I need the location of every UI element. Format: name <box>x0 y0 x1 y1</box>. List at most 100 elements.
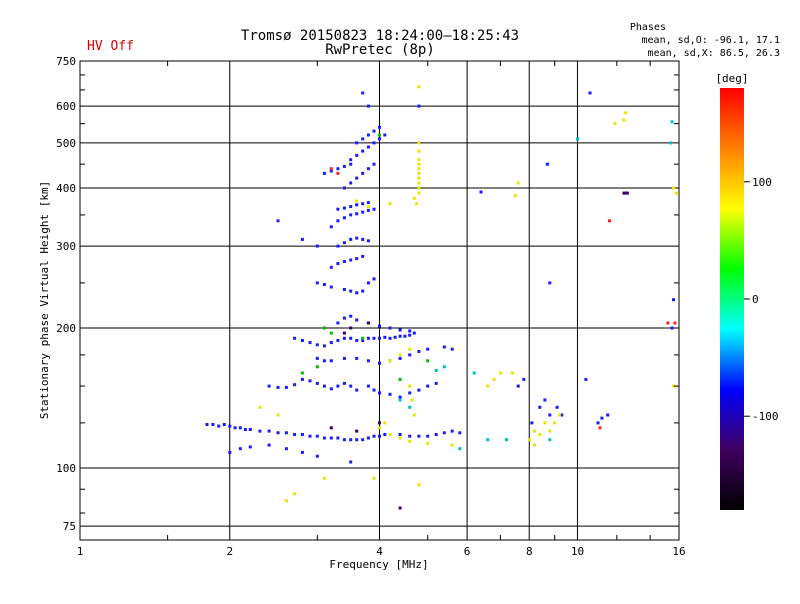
echo-point <box>398 436 402 440</box>
echo-point <box>248 445 252 449</box>
echo-point <box>450 443 454 447</box>
chart-subtitle: RwPretec (8p) <box>325 42 435 58</box>
echo-point <box>608 219 611 223</box>
echo-point <box>366 104 370 108</box>
echo-point <box>336 244 340 248</box>
echo-point <box>361 210 365 214</box>
echo-point <box>557 413 561 417</box>
echo-point <box>388 359 392 363</box>
echo-point <box>555 405 559 409</box>
echo-point <box>355 257 359 261</box>
echo-point <box>548 438 552 442</box>
echo-point <box>408 391 412 395</box>
hv-status-label: HV Off <box>87 39 134 54</box>
echo-point <box>417 149 421 153</box>
echo-point <box>300 371 304 375</box>
echo-point <box>349 162 353 166</box>
echo-point <box>417 176 421 180</box>
echo-point <box>293 383 297 387</box>
echo-point <box>361 202 365 206</box>
echo-point <box>329 167 333 171</box>
echo-point <box>588 91 592 95</box>
echo-point <box>398 433 402 436</box>
echo-point <box>336 384 340 388</box>
echo-point <box>315 343 319 347</box>
echo-point <box>293 433 297 436</box>
echo-point <box>398 377 402 381</box>
echo-point <box>398 353 402 357</box>
echo-point <box>417 141 421 145</box>
echo-point <box>434 381 438 385</box>
echo-point <box>434 433 438 436</box>
echo-point <box>342 164 346 168</box>
echo-point <box>276 219 280 223</box>
echo-point <box>426 441 430 445</box>
x-tick-label: 16 <box>672 545 685 558</box>
echo-point <box>415 202 419 206</box>
echo-point <box>349 326 353 330</box>
echo-point <box>342 186 346 190</box>
echo-point <box>267 429 271 433</box>
echo-point <box>322 436 326 440</box>
echo-point <box>336 321 340 325</box>
echo-point <box>361 254 365 258</box>
echo-point <box>372 277 376 281</box>
echo-point <box>315 434 319 438</box>
echo-point <box>398 356 402 360</box>
echo-point <box>284 447 288 451</box>
echo-point <box>366 321 370 325</box>
echo-point <box>349 289 353 293</box>
echo-point <box>378 421 381 425</box>
echo-point <box>417 167 421 171</box>
echo-point <box>408 405 412 409</box>
echo-point <box>472 371 476 375</box>
chart-title: Tromsø 20150823 18:24:00–18:25:43 <box>241 28 519 44</box>
echo-point <box>408 347 412 351</box>
x-tick-label: 8 <box>526 545 533 558</box>
echo-point <box>522 377 526 381</box>
echo-point <box>383 335 387 339</box>
echo-point <box>355 339 359 342</box>
echo-point <box>510 371 514 375</box>
echo-point <box>355 236 359 240</box>
echo-point <box>378 434 381 438</box>
phase-box-heading: Phases <box>630 22 666 33</box>
echo-point <box>329 225 333 229</box>
phase-box-o-line: mean, sd,O: -96.1, 17.1 <box>642 35 780 46</box>
echo-point <box>622 191 626 195</box>
echo-point <box>398 334 402 338</box>
echo-point <box>342 356 346 360</box>
echo-point <box>211 423 215 426</box>
echo-point <box>361 149 365 153</box>
echo-point <box>553 421 557 425</box>
echo-point <box>342 438 346 442</box>
echo-point <box>516 384 520 388</box>
echo-point <box>383 421 387 425</box>
echo-point <box>322 344 326 348</box>
echo-point <box>315 381 319 385</box>
echo-point <box>349 258 353 262</box>
echo-point <box>450 347 454 351</box>
echo-point <box>624 111 628 115</box>
echo-point <box>342 260 346 263</box>
echo-point <box>222 423 226 426</box>
echo-point <box>378 391 381 395</box>
echo-point <box>238 447 242 451</box>
echo-point <box>315 365 319 369</box>
y-tick-label: 200 <box>56 322 76 335</box>
echo-point <box>300 237 304 241</box>
echo-point <box>672 186 675 190</box>
echo-point <box>349 158 353 162</box>
echo-point <box>366 384 370 388</box>
echo-point <box>533 429 537 433</box>
echo-point <box>388 336 392 340</box>
echo-point <box>442 431 446 435</box>
echo-point <box>584 377 588 381</box>
echo-point <box>543 421 547 425</box>
echo-point <box>336 171 340 175</box>
echo-point <box>322 359 326 363</box>
echo-point <box>672 298 675 302</box>
echo-point <box>548 413 552 417</box>
echo-point <box>378 324 381 328</box>
